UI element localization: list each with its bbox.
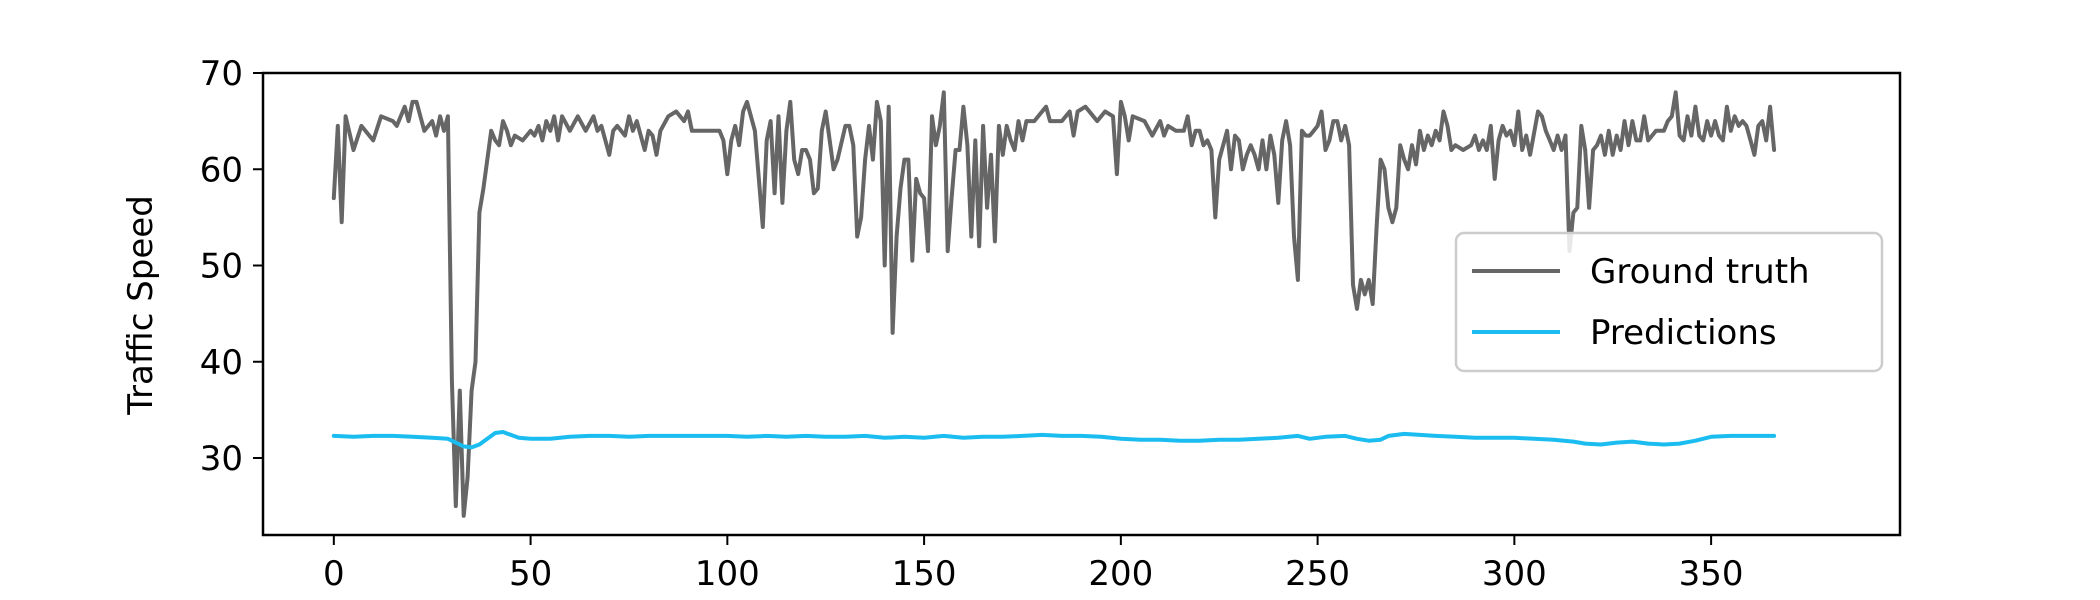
y-axis: 30 40 50 60 70: [200, 54, 263, 479]
series-layer: [331, 90, 1777, 518]
legend-label-predictions: Predictions: [1590, 313, 1777, 353]
series-line-ground-truth: [331, 90, 1777, 518]
y-tick-label: 70: [200, 54, 243, 94]
x-tick-label: 50: [509, 554, 552, 594]
plot-frame: [261, 71, 1902, 537]
x-tick-label: 100: [695, 554, 760, 594]
y-tick-label: 60: [200, 150, 243, 190]
x-tick-label: 0: [323, 554, 345, 594]
x-tick-label: 200: [1088, 554, 1153, 594]
y-tick-label: 50: [200, 247, 243, 287]
series-line-predictions: [331, 430, 1777, 450]
x-axis: 0 50 100 150 200 250 300 350: [323, 535, 1744, 594]
legend: Ground truth Predictions: [1454, 231, 1884, 373]
x-tick-label: 350: [1679, 554, 1744, 594]
legend-label-ground-truth: Ground truth: [1590, 252, 1810, 292]
x-tick-label: 150: [892, 554, 957, 594]
y-tick-label: 30: [200, 439, 243, 479]
y-tick-label: 40: [200, 343, 243, 383]
plot-area: [261, 71, 1902, 537]
legend-frame: [1454, 231, 1884, 373]
x-tick-label: 300: [1482, 554, 1547, 594]
y-axis-title: Traffic Speed: [121, 195, 161, 416]
x-tick-label: 250: [1285, 554, 1350, 594]
